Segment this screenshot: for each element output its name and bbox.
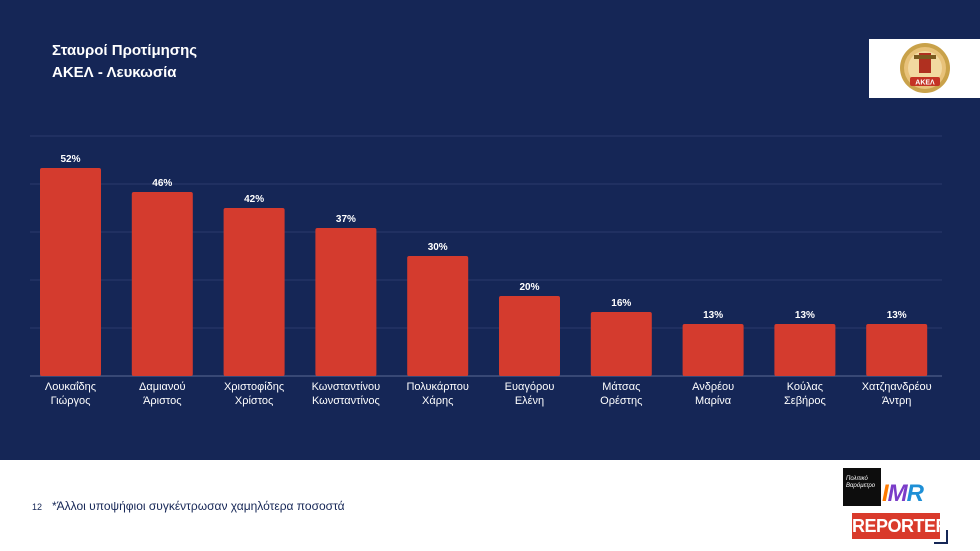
bar [315, 228, 377, 376]
corner-mark [934, 530, 948, 544]
bar [223, 208, 285, 376]
category-label-line: Χάρης [422, 395, 453, 407]
data-label: 42% [244, 194, 264, 205]
category-label-line: Ευαγόρου [505, 381, 555, 393]
title-line-1: Σταυροί Προτίμησης [52, 42, 198, 59]
politiko-barometro-logo: Πολιτικό Βαρόμετρο [843, 468, 881, 506]
category-label-line: Ελένη [515, 395, 544, 407]
data-label: 37% [336, 214, 356, 225]
reporter-logo: REPORTER [852, 513, 949, 539]
category-label-line: Κωνσταντίνου [312, 381, 381, 393]
party-logo-box: ΑΚΕΛ [869, 39, 980, 98]
bar [682, 324, 744, 376]
bar [407, 256, 469, 376]
category-label-line: Μάτσας [602, 381, 640, 393]
data-label: 46% [152, 178, 172, 189]
data-label: 13% [795, 310, 815, 321]
party-emblem-icon: ΑΚΕΛ [900, 43, 950, 93]
category-label-line: Χρίστος [235, 395, 273, 407]
category-label-line: Ανδρέου [692, 381, 734, 393]
category-label-line: Γιώργος [51, 395, 91, 407]
category-label-line: Λουκαΐδης [45, 381, 96, 393]
category-label: Ανδρέου Μαρίνα [692, 381, 734, 407]
category-label-line: Κωνσταντίνος [312, 395, 380, 407]
data-label: 13% [887, 310, 907, 321]
imr-logo: IMR [882, 480, 924, 508]
imr-logo-r: R [906, 480, 924, 507]
category-label-line: Δαμιανού [139, 381, 185, 393]
footnote: *Άλλοι υποψήφιοι συγκέντρωσαν χαμηλότερα… [52, 499, 345, 513]
data-label: 52% [60, 154, 80, 165]
category-label: Δαμιανού Άριστος [139, 381, 185, 407]
category-label-line: Ορέστης [600, 395, 642, 407]
category-label-line: Άντρη [882, 395, 911, 407]
bar [866, 324, 928, 376]
category-label: Κωνσταντίνου Κωνσταντίνος [312, 381, 381, 407]
bar [131, 192, 193, 376]
category-label: Χριστοφίδης Χρίστος [224, 381, 284, 407]
imr-logo-m: M [887, 480, 908, 507]
category-label: Χατζηανδρέου Άντρη [862, 381, 932, 407]
data-label: 13% [703, 310, 723, 321]
category-label: Κούλας Σεβήρος [784, 381, 826, 407]
bar [590, 312, 652, 376]
party-logo-text: ΑΚΕΛ [915, 80, 935, 87]
category-label-line: Χατζηανδρέου [862, 381, 932, 393]
page-number: 12 [32, 502, 43, 512]
category-label: Λουκαΐδης Γιώργος [45, 381, 96, 407]
category-label-line: Χριστοφίδης [224, 381, 284, 393]
imr-logo-i: I [882, 480, 889, 507]
chart-title: Σταυροί Προτίμησης ΑΚΕΛ - Λευκωσία [52, 40, 197, 84]
category-label: Ευαγόρου Ελένη [505, 381, 555, 407]
category-label-line: Μαρίνα [695, 395, 732, 407]
category-label-line: Πολυκάρπου [406, 381, 469, 393]
data-label: 30% [428, 242, 448, 253]
category-label-line: Κούλας [787, 381, 823, 393]
category-label-line: Άριστος [143, 395, 181, 407]
data-label: 16% [611, 298, 631, 309]
category-label: Μάτσας Ορέστης [600, 381, 642, 407]
bar-chart: 52% 46% 42% 37% 30% 20% 16% 13% 13% 13% Λουκαΐδης… [30, 135, 942, 407]
bar [774, 324, 836, 376]
title-line-2: ΑΚΕΛ - Λευκωσία [52, 64, 177, 81]
category-label-line: Σεβήρος [784, 395, 826, 407]
category-label: Πολυκάρπου Χάρης [406, 381, 469, 407]
bar [499, 296, 560, 376]
data-label: 20% [519, 282, 539, 293]
bar [40, 168, 101, 376]
